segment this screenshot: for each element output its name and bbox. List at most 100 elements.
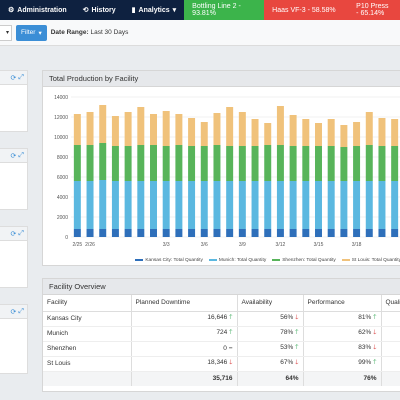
arrow-down-icon: 🡓 [229, 359, 233, 366]
bar-segment [150, 229, 157, 237]
bar-segment [251, 181, 259, 229]
nav-history[interactable]: ⟲ History [75, 0, 124, 20]
total-availability: 64% [237, 371, 304, 386]
nav-administration[interactable]: ⚙ Administration [0, 0, 75, 20]
expand-icon[interactable]: ⤢ [18, 307, 24, 315]
refresh-icon[interactable]: ⟳ [10, 74, 17, 82]
status-bottling-line-2[interactable]: Bottling Line 2 - 93.81% [184, 0, 265, 20]
bar-segment [276, 181, 284, 229]
bar-segment [264, 145, 272, 181]
bar-segment [327, 119, 335, 146]
table-row[interactable]: Shenzhen 0 −53% 🡑 83% 🡓 [43, 341, 400, 357]
facility-overview-panel: Facility Overview Facility Planned Downt… [42, 278, 400, 392]
refresh-icon[interactable]: ⟳ [10, 308, 17, 316]
total-quality [381, 371, 400, 386]
bar-segment [200, 146, 208, 181]
col-facility[interactable]: Facility [43, 295, 132, 312]
availability-value: 56% [280, 314, 294, 321]
facility-name: Munich [43, 326, 132, 342]
y-tick-label: 6000 [57, 175, 68, 181]
bar-segment [378, 118, 386, 146]
y-tick-label: 0 [65, 235, 68, 241]
bar-segment [86, 181, 94, 229]
y-tick-label: 2000 [57, 215, 68, 221]
performance-value: 99% [358, 359, 372, 366]
bar-segment [365, 112, 373, 145]
availability-value: 78% [280, 329, 294, 336]
bar-segment [238, 146, 246, 181]
bar-segment [188, 229, 196, 237]
performance-value: 81% [358, 314, 372, 321]
arrow-down-icon: 🡓 [295, 314, 299, 321]
bar-segment [137, 181, 145, 229]
table-row[interactable]: Munich 724 🡑 78% 🡑 62% 🡓 [43, 326, 400, 342]
filter-button[interactable]: Filter ▾ [16, 24, 47, 41]
status-label: Bottling Line 2 - 93.81% [192, 3, 241, 17]
legend-item[interactable]: Munich: Total Quantity [208, 258, 266, 263]
bar-segment [213, 113, 221, 145]
bar-segment [391, 146, 399, 181]
bar-segment [289, 181, 297, 229]
arrow-up-icon: 🡑 [373, 314, 377, 321]
bar-segment [188, 181, 196, 229]
expand-icon[interactable]: ⤢ [18, 151, 24, 159]
nav-analytics[interactable]: ▮ Analytics ▾ [124, 0, 185, 20]
bar-segment [213, 145, 221, 181]
arrow-up-icon: 🡑 [295, 344, 299, 351]
refresh-icon[interactable]: ⟳ [10, 230, 17, 238]
bar-segment [353, 146, 361, 181]
facility-overview-title: Facility Overview [43, 279, 400, 295]
bar-segment [175, 114, 183, 145]
bar-segment [302, 119, 310, 146]
status-haas-vf3[interactable]: Haas VF-3 - 58.58% [264, 0, 349, 20]
bar-segment [315, 229, 322, 237]
col-quality[interactable]: Quali [381, 295, 400, 312]
bar-segment [340, 181, 348, 229]
side-card-1: ⟳ ⤢ [0, 70, 28, 132]
bar-segment [111, 229, 119, 237]
facility-name: St Louis [43, 356, 132, 372]
expand-icon[interactable]: ⤢ [18, 229, 24, 237]
side-card-2: ⟳ ⤢ [0, 148, 28, 210]
production-chart: 0 2000 4000 6000 8000 10000 12000 14000 2/25 2/26… [54, 95, 400, 248]
bar-segment [175, 145, 183, 181]
bar-segment [188, 146, 196, 181]
quality [381, 356, 400, 372]
bar-segment [327, 181, 335, 229]
bar-segment [238, 181, 246, 229]
bar-segment [251, 146, 259, 181]
col-planned-downtime[interactable]: Planned Downtime [131, 295, 238, 312]
x-tick-label: 3/12 [276, 242, 286, 248]
status-label: Haas VF-3 - 58.58% [272, 6, 336, 14]
refresh-icon[interactable]: ⟳ [10, 152, 17, 160]
chevron-down-icon: ▾ [5, 30, 9, 36]
y-tick-label: 8000 [57, 155, 68, 161]
legend-swatch [272, 258, 281, 261]
bar-segment [111, 146, 119, 181]
bar-segment [73, 229, 81, 237]
col-performance[interactable]: Performance [303, 295, 382, 312]
legend-item[interactable]: St Louis: Total Quantity [341, 258, 400, 263]
arrow-up-icon: 🡑 [229, 314, 233, 321]
status-p10-press[interactable]: P10 Press - 65.14% [348, 0, 400, 20]
legend-item[interactable]: Kansas City: Total Quantity [135, 258, 203, 263]
legend-item[interactable]: Shenzhen: Total Quantity [272, 258, 336, 263]
planned-downtime-value: 724 [216, 329, 228, 336]
expand-icon[interactable]: ⤢ [18, 73, 24, 81]
table-row[interactable]: Kansas City 16,646 🡑 56% 🡓 81% 🡑 [43, 311, 400, 327]
col-availability[interactable]: Availability [237, 295, 304, 312]
bar-segment [86, 145, 94, 181]
bar-segment [365, 145, 373, 181]
view-select[interactable]: ▾ [0, 24, 12, 41]
performance: 99% 🡑 [303, 356, 382, 372]
bar-segment [175, 181, 183, 229]
side-card-4: ⟳ ⤢ [0, 304, 28, 374]
bar-segment [137, 107, 145, 145]
availability: 53% 🡑 [237, 341, 304, 357]
y-tick-label: 4000 [57, 195, 68, 201]
table-row[interactable]: St Louis 18,346 🡓 67% 🡓 99% 🡑 [43, 356, 400, 372]
bar-segment [213, 229, 221, 237]
bar-segment [391, 181, 399, 229]
bar-segment [124, 181, 132, 229]
bar-segment [315, 146, 322, 181]
